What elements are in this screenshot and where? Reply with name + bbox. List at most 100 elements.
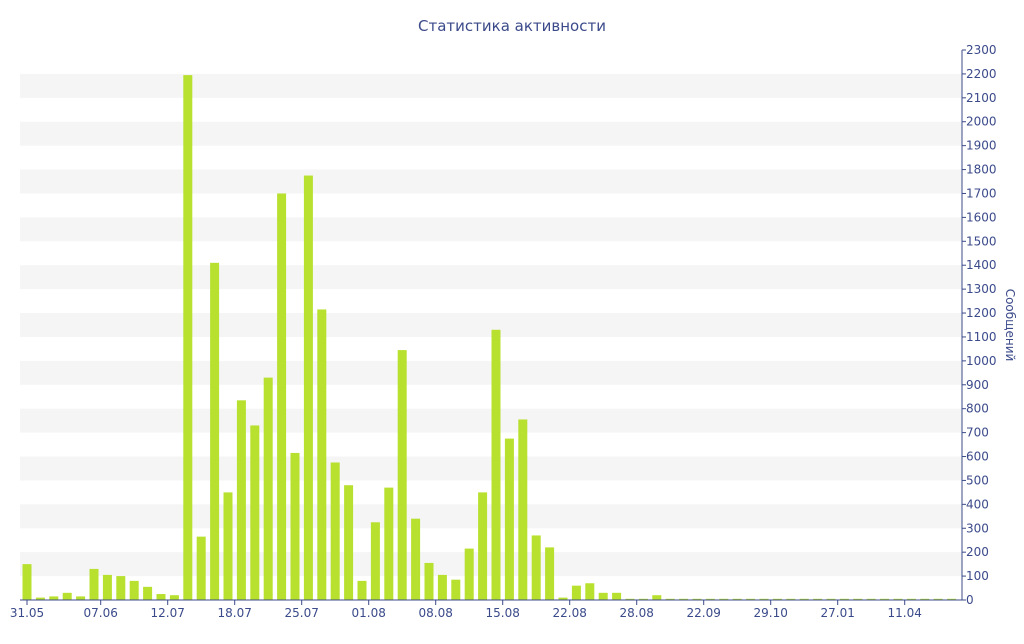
x-tick-label: 08.08 — [419, 606, 453, 620]
y-tick-label: 1200 — [966, 306, 997, 320]
bar[interactable] — [612, 592, 622, 600]
bar[interactable] — [598, 592, 608, 600]
y-tick-label: 2000 — [966, 115, 997, 129]
grid-band — [20, 73, 962, 98]
bar[interactable] — [585, 583, 595, 600]
bar[interactable] — [478, 492, 488, 600]
bar[interactable] — [665, 598, 675, 600]
bar[interactable] — [210, 262, 220, 600]
bar[interactable] — [799, 598, 809, 600]
bar[interactable] — [866, 598, 876, 600]
bar[interactable] — [880, 598, 890, 600]
bar[interactable] — [277, 193, 287, 600]
x-axis: 31.05 07.06 12.07 18.07 25.07 01.08 08.08 15.08… — [10, 599, 962, 620]
bar[interactable] — [263, 377, 273, 600]
bar[interactable] — [236, 400, 246, 600]
bar[interactable] — [813, 598, 823, 600]
bar[interactable] — [330, 462, 340, 601]
y-tick-label: 1800 — [966, 163, 997, 177]
bar[interactable] — [839, 598, 849, 600]
bar[interactable] — [491, 329, 501, 600]
y-axis-label: Сообщений — [1003, 289, 1017, 362]
bar[interactable] — [290, 452, 300, 600]
bar[interactable] — [424, 562, 434, 600]
bar[interactable] — [464, 548, 474, 600]
bar[interactable] — [143, 586, 153, 600]
bar[interactable] — [169, 595, 179, 600]
y-tick-label: 2300 — [966, 43, 997, 57]
bar[interactable] — [772, 598, 782, 600]
grid-band — [20, 504, 962, 529]
bar[interactable] — [451, 579, 461, 600]
bar[interactable] — [893, 598, 903, 600]
x-tick-label: 15.08 — [486, 606, 520, 620]
bar[interactable] — [558, 597, 568, 600]
bar[interactable] — [906, 598, 916, 600]
bar[interactable] — [62, 592, 72, 600]
bar[interactable] — [370, 522, 380, 600]
y-tick-label: 400 — [966, 497, 989, 511]
bar[interactable] — [759, 598, 769, 600]
bar[interactable] — [638, 598, 648, 600]
bar[interactable] — [411, 518, 421, 600]
y-tick-label: 2200 — [966, 67, 997, 81]
y-tick-label: 1600 — [966, 210, 997, 224]
y-tick-label: 300 — [966, 521, 989, 535]
bar[interactable] — [223, 492, 233, 600]
chart-title: Статистика активности — [418, 17, 606, 35]
bar[interactable] — [853, 598, 863, 600]
bar[interactable] — [692, 598, 702, 600]
bar[interactable] — [357, 580, 367, 600]
bar[interactable] — [437, 574, 447, 600]
bar[interactable] — [705, 598, 715, 600]
bar[interactable] — [786, 598, 796, 600]
bar[interactable] — [679, 598, 689, 600]
bar[interactable] — [652, 595, 662, 600]
bar[interactable] — [344, 485, 354, 600]
x-tick-label: 22.08 — [553, 606, 587, 620]
bar[interactable] — [531, 535, 541, 600]
bar[interactable] — [76, 596, 86, 600]
bar[interactable] — [518, 419, 528, 600]
bar[interactable] — [397, 350, 407, 600]
y-tick-label: 1300 — [966, 282, 997, 296]
bar[interactable] — [504, 438, 514, 600]
bar[interactable] — [156, 594, 166, 600]
bar[interactable] — [920, 598, 930, 600]
bar[interactable] — [129, 580, 139, 600]
bar[interactable] — [732, 598, 742, 600]
bar[interactable] — [571, 585, 581, 600]
y-tick-label: 100 — [966, 569, 989, 583]
bar[interactable] — [196, 536, 206, 600]
x-tick-label: 27.01 — [821, 606, 855, 620]
bar[interactable] — [317, 309, 327, 600]
grid-band — [20, 265, 962, 290]
bar[interactable] — [102, 574, 112, 600]
bar[interactable] — [250, 425, 260, 600]
bar[interactable] — [116, 576, 126, 600]
bar[interactable] — [384, 487, 394, 600]
bar[interactable] — [22, 564, 32, 600]
y-tick-label: 900 — [966, 378, 989, 392]
bar[interactable] — [947, 598, 957, 600]
bar[interactable] — [35, 597, 45, 600]
x-tick-label: 18.07 — [218, 606, 252, 620]
bar[interactable] — [625, 598, 635, 600]
bar[interactable] — [49, 596, 59, 600]
bar[interactable] — [545, 547, 555, 600]
bar[interactable] — [933, 598, 943, 600]
y-tick-label: 2100 — [966, 91, 997, 105]
bar[interactable] — [89, 568, 99, 600]
x-tick-label: 28.08 — [620, 606, 654, 620]
grid-band — [20, 121, 962, 146]
bar[interactable] — [183, 75, 193, 600]
bar[interactable] — [303, 175, 313, 601]
y-tick-label: 500 — [966, 473, 989, 487]
bar[interactable] — [826, 598, 836, 600]
bar[interactable] — [719, 598, 729, 600]
x-tick-label: 22.09 — [687, 606, 721, 620]
y-tick-label: 600 — [966, 450, 989, 464]
bar[interactable] — [746, 598, 756, 600]
x-tick-label: 01.08 — [352, 606, 386, 620]
